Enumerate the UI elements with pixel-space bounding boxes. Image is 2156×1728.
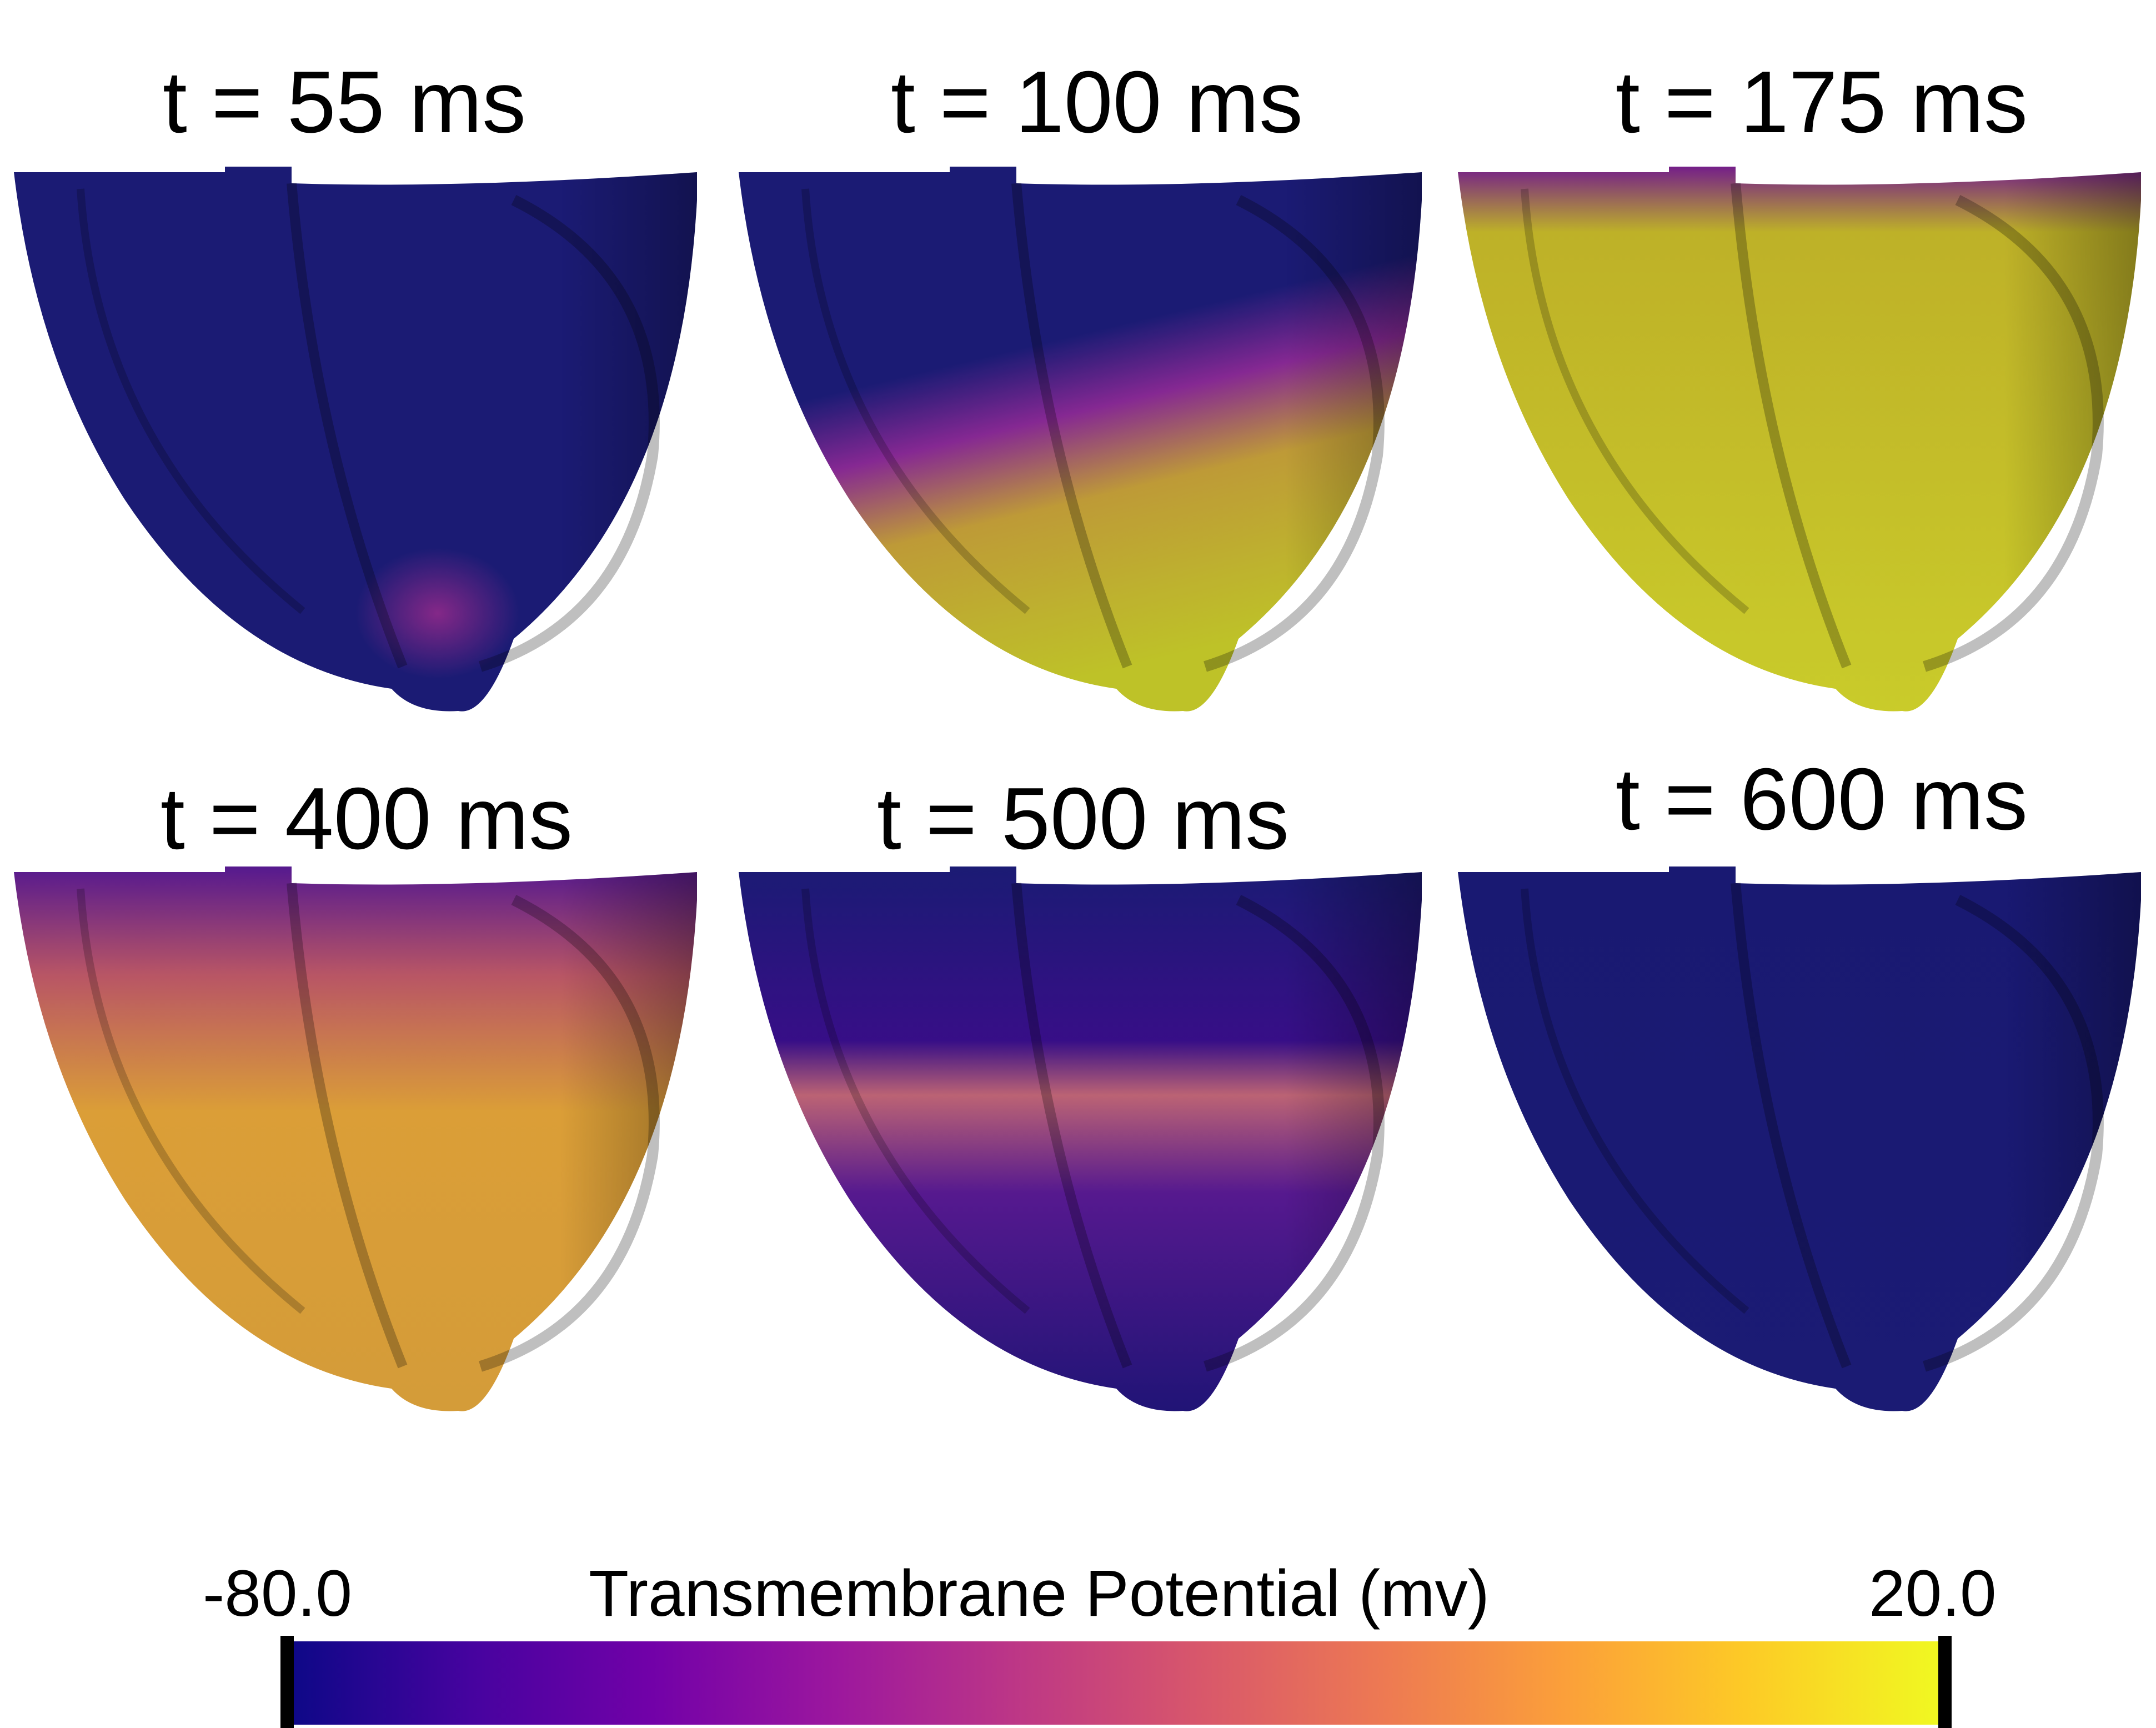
heart-panel-1: [14, 167, 697, 712]
heart-panel-5: [739, 866, 1422, 1411]
colorbar-min-tick: [280, 1636, 294, 1728]
panel-title-5: t = 500 ms: [876, 770, 1290, 868]
heart-panel-3: [1458, 167, 2141, 712]
panel-title-6: t = 600 ms: [1615, 750, 2028, 848]
heart-panel-6: [1458, 866, 2141, 1411]
heart-panels: [14, 167, 2141, 1411]
heart-panel-4: [14, 866, 697, 1411]
panel-title-1: t = 55 ms: [162, 53, 527, 151]
colorbar-max-label: 20.0: [1869, 1557, 1997, 1630]
colorbar-title: Transmembrane Potential (mv): [589, 1557, 1490, 1630]
colorbar-min-label: -80.0: [203, 1557, 352, 1630]
colorbar-max-tick: [1938, 1636, 1952, 1728]
heart-panel-2: [739, 167, 1422, 712]
panel-title-2: t = 100 ms: [890, 53, 1303, 151]
panel-title-3: t = 175 ms: [1615, 53, 2028, 151]
colorbar-gradient: [289, 1641, 1944, 1725]
panel-title-4: t = 400 ms: [160, 770, 573, 868]
